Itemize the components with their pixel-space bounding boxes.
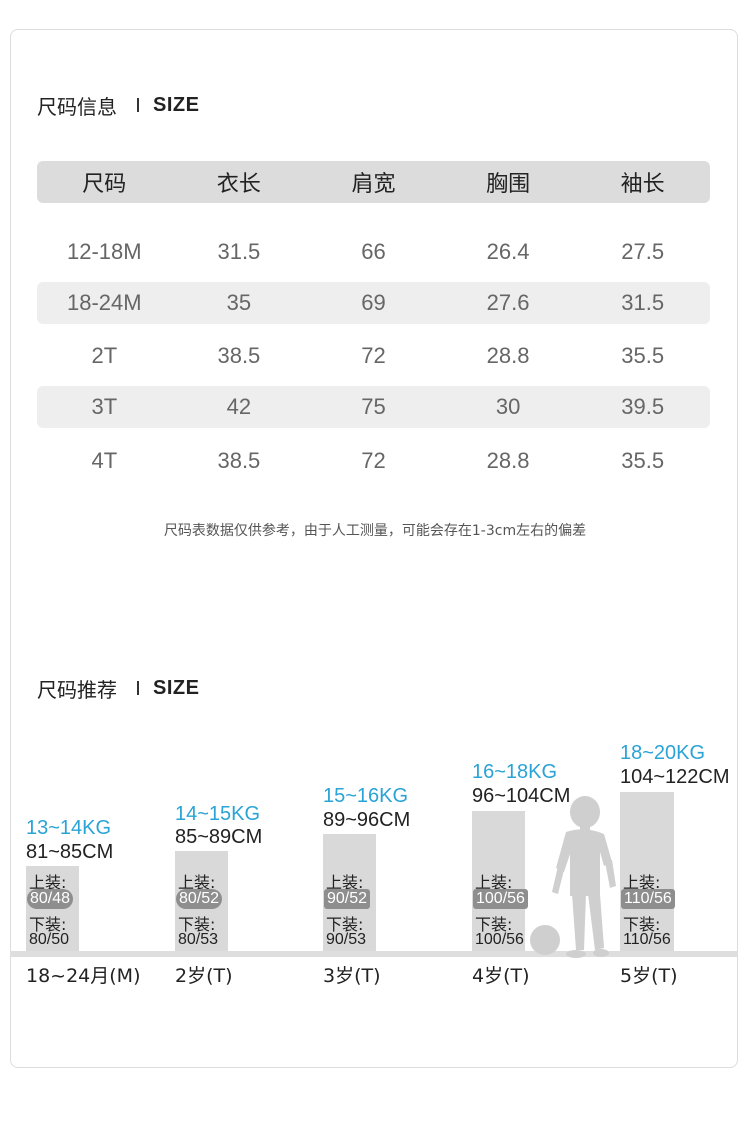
table-cell: 39.5 — [621, 394, 665, 419]
bottom-size: 110/56 — [623, 931, 671, 948]
height-range: 81~85CM — [26, 841, 114, 863]
bottom-size: 100/56 — [475, 931, 524, 948]
table-row: 12-18M 31.5 66 26.4 27.5 — [37, 231, 710, 273]
top-size: 80/52 — [176, 889, 223, 909]
bottom-size: 80/53 — [178, 931, 219, 948]
weight-range: 18~20KG — [620, 742, 706, 764]
table-cell: 38.5 — [217, 343, 261, 368]
bottom-size: 80/50 — [29, 931, 70, 948]
size-rec-title-cn: 尺码推荐 — [37, 677, 117, 702]
height-range: 96~104CM — [472, 785, 571, 807]
table-cell: 30 — [495, 394, 521, 419]
table-cell: 35.5 — [621, 448, 665, 473]
top-label: 上装: — [178, 873, 216, 892]
size-info-title: 尺码信息 SIZE — [37, 90, 199, 120]
table-cell: 31.5 — [621, 290, 665, 315]
height-range: 89~96CM — [323, 809, 411, 831]
table-cell: 66 — [361, 239, 386, 264]
header-cell: 袖长 — [620, 172, 665, 197]
top-size: 80/48 — [27, 889, 74, 909]
table-cell: 27.5 — [621, 239, 665, 264]
table-cell: 3T — [91, 394, 118, 419]
bottom-size: 90/53 — [326, 931, 367, 948]
height-bar — [472, 811, 525, 951]
table-cell: 72 — [361, 343, 386, 368]
table-row: 2T 38.5 72 28.8 35.5 — [37, 335, 710, 377]
table-cell: 31.5 — [217, 239, 261, 264]
bottom-label: 下装: — [623, 915, 661, 934]
table-cell: 28.8 — [486, 343, 530, 368]
weight-range: 14~15KG — [175, 803, 261, 825]
table-cell: 18-24M — [67, 290, 142, 315]
table-row: 4T 38.5 72 28.8 35.5 — [37, 440, 710, 482]
table-cell: 75 — [361, 394, 386, 419]
table-cell: 72 — [361, 448, 386, 473]
top-label: 上装: — [623, 873, 661, 892]
age-label: 3岁(T) — [323, 965, 381, 987]
weight-range: 16~18KG — [472, 761, 558, 783]
table-cell: 42 — [226, 394, 252, 419]
weight-range: 15~16KG — [323, 785, 409, 807]
size-info-title-en: SIZE — [153, 93, 200, 116]
height-range: 104~122CM — [620, 766, 730, 788]
baseline-bar — [10, 951, 738, 957]
table-cell: 28.8 — [486, 448, 530, 473]
age-label: 2岁(T) — [175, 965, 233, 987]
title-divider — [137, 681, 139, 695]
table-cell: 35.5 — [621, 343, 665, 368]
top-label: 上装: — [29, 873, 67, 892]
age-label: 18~24月(M) — [26, 965, 141, 987]
table-row: 18-24M 35 69 27.6 31.5 — [37, 282, 710, 324]
header-cell: 胸围 — [486, 172, 531, 197]
bottom-label: 下装: — [29, 915, 67, 934]
measurement-note: 尺码表数据仅供参考，由于人工测量，可能会存在1-3cm左右的偏差 — [163, 523, 587, 539]
top-label: 上装: — [326, 873, 364, 892]
header-cell: 衣长 — [216, 172, 261, 197]
table-cell: 35 — [226, 290, 252, 315]
header-cell: 尺码 — [82, 172, 127, 197]
top-size: 90/52 — [324, 889, 371, 909]
weight-range: 13~14KG — [26, 817, 112, 839]
child-with-ball-icon — [530, 796, 616, 958]
height-bar — [620, 792, 674, 951]
table-cell: 4T — [91, 448, 118, 473]
size-rec-title: 尺码推荐 SIZE — [37, 673, 199, 703]
bottom-label: 下装: — [178, 915, 216, 934]
table-cell: 26.4 — [486, 239, 530, 264]
table-cell: 27.6 — [486, 290, 530, 315]
size-info-title-cn: 尺码信息 — [37, 94, 117, 119]
bottom-label: 下装: — [475, 915, 513, 934]
table-row: 3T 42 75 30 39.5 — [37, 386, 710, 428]
top-size: 110/56 — [621, 889, 675, 909]
height-range: 85~89CM — [175, 826, 263, 848]
table-cell: 69 — [361, 290, 386, 315]
bottom-label: 下装: — [326, 915, 364, 934]
top-size: 100/56 — [473, 889, 528, 909]
header-cell: 肩宽 — [351, 172, 396, 197]
table-cell: 2T — [91, 343, 118, 368]
top-label: 上装: — [475, 873, 513, 892]
age-label: 5岁(T) — [620, 965, 678, 987]
size-rec-title-en: SIZE — [153, 676, 200, 699]
table-cell: 38.5 — [217, 448, 261, 473]
title-divider — [137, 98, 139, 112]
age-label: 4岁(T) — [472, 965, 530, 987]
size-table-header: 尺码 衣长 肩宽 胸围 袖长 — [37, 161, 710, 203]
table-cell: 12-18M — [67, 239, 142, 264]
